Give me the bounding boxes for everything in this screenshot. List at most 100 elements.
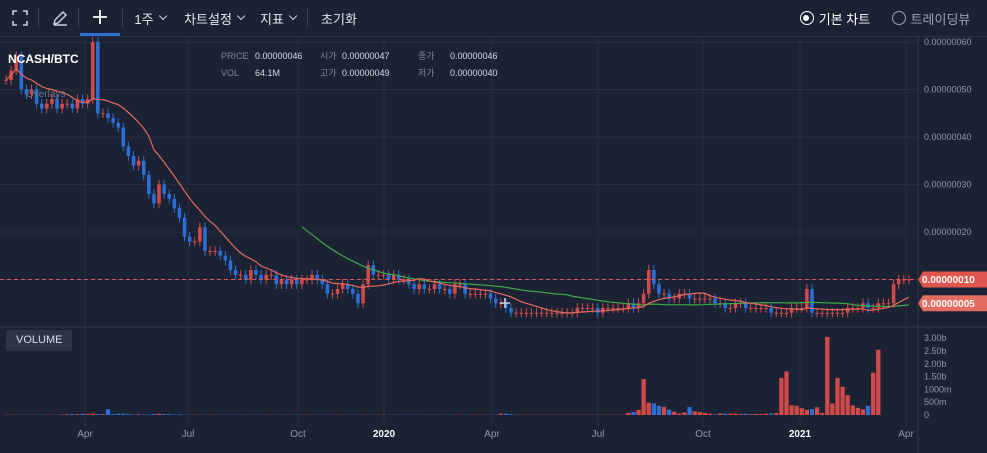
candle-body	[580, 308, 585, 309]
candle-body	[172, 198, 177, 209]
candle-body	[641, 293, 646, 304]
candle-body	[585, 308, 590, 309]
candle-body	[891, 284, 896, 304]
candle-body	[448, 289, 452, 294]
volume-bar	[90, 413, 95, 415]
tradingview-radio[interactable]: 트레이딩뷰	[886, 0, 976, 36]
candle-body	[759, 308, 763, 309]
close-value: 0.00000046	[450, 51, 498, 61]
time-axis-tick: Apr	[77, 429, 93, 440]
candle-body	[366, 265, 370, 285]
volume-bar	[758, 413, 764, 415]
candle-body	[468, 293, 472, 295]
candle-body	[764, 308, 768, 309]
chart-settings-label: 차트설정	[184, 11, 232, 27]
volume-axis-tick: 1.50b	[924, 372, 947, 382]
volume-axis: 3.00b 2.50b 2.00b 1.50b 1000m 500m 0	[924, 333, 952, 420]
candle-body	[713, 298, 717, 304]
volume-bar	[723, 413, 728, 415]
price-value: 0.00000046	[255, 51, 303, 61]
volume-bar	[121, 413, 126, 415]
volume-bar	[65, 414, 70, 415]
pencil-icon	[52, 10, 68, 26]
volume-bar	[835, 377, 840, 415]
candle-body	[294, 279, 299, 285]
candle-body	[39, 103, 44, 109]
basic-chart-radio[interactable]: 기본 차트	[794, 0, 876, 36]
candle-body	[136, 160, 141, 166]
candle-body	[626, 303, 631, 308]
volume-bar	[136, 414, 141, 415]
reset-button[interactable]: 초기화	[316, 0, 362, 36]
candle-body	[126, 146, 131, 156]
high-label: 고가	[320, 68, 337, 78]
chart-settings-dropdown[interactable]: 차트설정	[176, 0, 250, 36]
volume-bar	[794, 405, 799, 415]
volume-bar	[779, 377, 784, 415]
candle-body	[330, 293, 335, 295]
ma-long-line	[301, 226, 909, 308]
candle-body	[550, 312, 554, 314]
volume-bar	[661, 406, 667, 415]
candle-body	[218, 251, 223, 256]
candle-body	[345, 284, 350, 289]
candle-body	[708, 298, 712, 300]
candle-body	[703, 298, 707, 300]
add-indicator-button[interactable]	[80, 0, 120, 36]
candle-body	[616, 308, 620, 309]
candle-body	[840, 312, 845, 314]
volume-bar	[733, 413, 738, 415]
volume-bar	[131, 414, 136, 415]
volume-bar	[80, 413, 85, 415]
candle-body	[672, 298, 677, 300]
candle-body	[24, 89, 29, 95]
candle-body	[687, 293, 692, 299]
fullscreen-button[interactable]	[4, 0, 36, 36]
candle-body	[509, 308, 513, 313]
volume-bar	[718, 413, 723, 415]
volume-bar	[871, 372, 876, 415]
candle-body	[325, 284, 330, 294]
candle-body	[830, 312, 835, 314]
volume-bar	[672, 411, 677, 415]
draw-tool-button[interactable]	[44, 0, 76, 36]
volume-bar	[702, 412, 707, 415]
volume-bar	[814, 407, 820, 415]
candle-body	[111, 118, 115, 123]
candle-body	[269, 274, 274, 276]
candle-body	[504, 303, 508, 308]
candle-body	[437, 284, 442, 289]
candle-body	[422, 284, 427, 289]
candle-body	[896, 279, 901, 285]
volume-bar	[804, 409, 810, 415]
candle-body	[19, 56, 24, 90]
candle-body	[886, 303, 891, 305]
volume-bar	[830, 403, 835, 415]
candle-body	[794, 308, 799, 309]
volume-bar	[172, 414, 177, 415]
volume-bar	[508, 414, 514, 415]
interval-label: 1주	[134, 11, 154, 27]
candle-body	[45, 103, 49, 109]
low-label: 저가	[418, 68, 435, 78]
candle-body	[101, 113, 105, 115]
candle-body	[90, 42, 95, 99]
interval-dropdown[interactable]: 1주	[128, 0, 170, 36]
candle-body	[305, 279, 309, 281]
candle-body	[442, 289, 447, 290]
candle-body	[213, 251, 217, 252]
volume-bar	[697, 411, 702, 415]
volume-bar	[763, 413, 769, 415]
volume-bar	[876, 349, 881, 415]
chart-toolbar: 1주 차트설정 지표 초기화 기본 차트 트레이딩뷰	[0, 0, 987, 37]
candle-body	[412, 284, 416, 289]
volume-bar	[75, 414, 80, 415]
candle-body	[198, 227, 202, 242]
candle-body	[815, 312, 819, 314]
overlays-label[interactable]: Overlays	[26, 89, 65, 100]
candle-body	[488, 293, 493, 299]
candle-body	[340, 284, 345, 289]
indicator-dropdown[interactable]: 지표	[254, 0, 300, 36]
candle-body	[351, 289, 355, 294]
price-chart[interactable]: 0.00000060 0.00000050 0.00000040 0.00000030…	[0, 37, 987, 453]
